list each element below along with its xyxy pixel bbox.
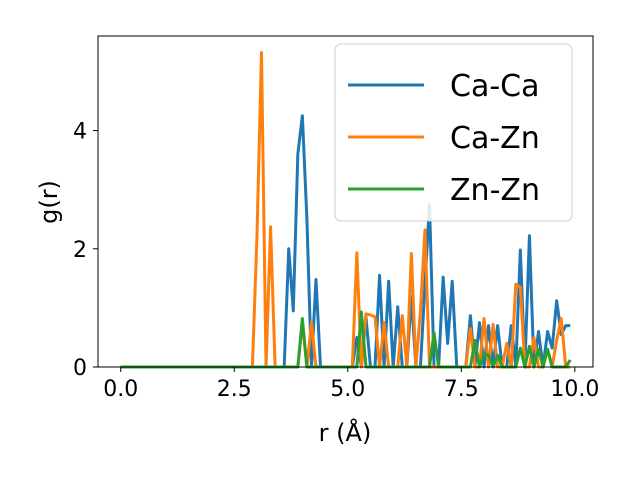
legend-label-zn-zn: Zn-Zn [450, 173, 540, 208]
x-axis-ticks: 0.0 2.5 5.0 7.5 10.0 [103, 367, 599, 402]
y-tick-label: 2 [73, 238, 87, 263]
y-tick-label: 4 [73, 120, 87, 145]
series-line-zn-zn [120, 310, 572, 369]
legend: Ca-Ca Ca-Zn Zn-Zn [334, 43, 573, 222]
legend-label-ca-zn: Ca-Zn [450, 121, 540, 156]
y-tick-label: 0 [73, 356, 87, 381]
x-tick-label: 0.0 [103, 377, 138, 402]
x-tick-label: 10.0 [550, 377, 599, 402]
x-tick-label: 5.0 [330, 377, 365, 402]
legend-box [334, 43, 573, 222]
y-axis-ticks: 0 2 4 [73, 120, 98, 381]
x-axis-label: r (Å) [319, 418, 372, 447]
plot-area-frame [97, 35, 594, 368]
x-tick-label: 2.5 [217, 377, 252, 402]
x-tick-label: 7.5 [444, 377, 479, 402]
legend-label-ca-ca: Ca-Ca [450, 69, 540, 104]
y-axis-label: g(r) [35, 180, 63, 224]
